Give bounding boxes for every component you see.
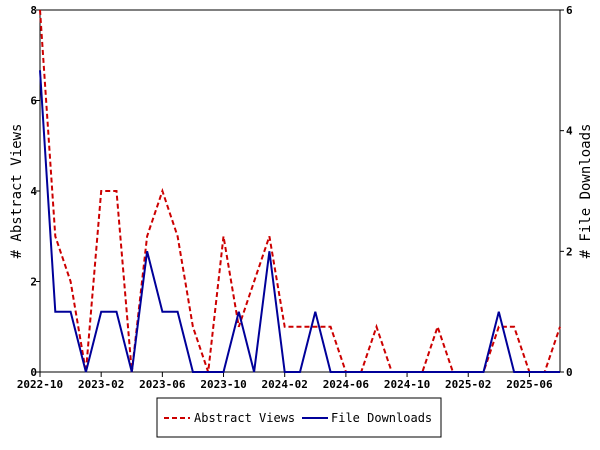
series-lines — [39, 9, 561, 373]
right-tick-label: 2 — [566, 245, 573, 258]
left-tick-label: 4 — [30, 185, 37, 198]
x-tick-label: 2023-02 — [78, 378, 124, 391]
x-tick-label: 2025-02 — [445, 378, 491, 391]
x-tick-label: 2023-06 — [139, 378, 186, 391]
legend: Abstract Views File Downloads — [156, 397, 442, 438]
legend-box — [156, 397, 442, 438]
legend-label-file-downloads: File Downloads — [331, 411, 432, 425]
x-tick-label: 2022-10 — [17, 378, 63, 391]
series-line-file-downloads — [39, 70, 560, 373]
x-tick-label: 2023-10 — [200, 378, 246, 391]
left-tick-label: 8 — [30, 4, 37, 17]
x-tick-label: 2024-02 — [262, 378, 308, 391]
x-tick-label: 2025-06 — [506, 378, 553, 391]
x-tick-label: 2024-06 — [323, 378, 370, 391]
right-tick-label: 4 — [566, 125, 573, 138]
left-tick-label: 2 — [30, 276, 37, 289]
right-axis-title: # File Downloads — [578, 124, 594, 259]
left-tick-label: 6 — [30, 95, 37, 108]
x-axis-ticks: 2022-10 2023-02 2023-06 2023-10 2024-02 2024-… — [17, 372, 553, 391]
left-axis-ticks: 0 2 4 6 8 — [30, 4, 40, 379]
legend-label-abstract-views: Abstract Views — [194, 411, 295, 425]
right-tick-label: 0 — [566, 366, 573, 379]
x-tick-label: 2024-10 — [384, 378, 430, 391]
left-tick-label: 0 — [30, 366, 37, 379]
right-axis-ticks: 0 2 4 6 — [560, 4, 573, 379]
left-axis-title: # Abstract Views — [9, 124, 25, 259]
right-tick-label: 6 — [566, 4, 573, 17]
